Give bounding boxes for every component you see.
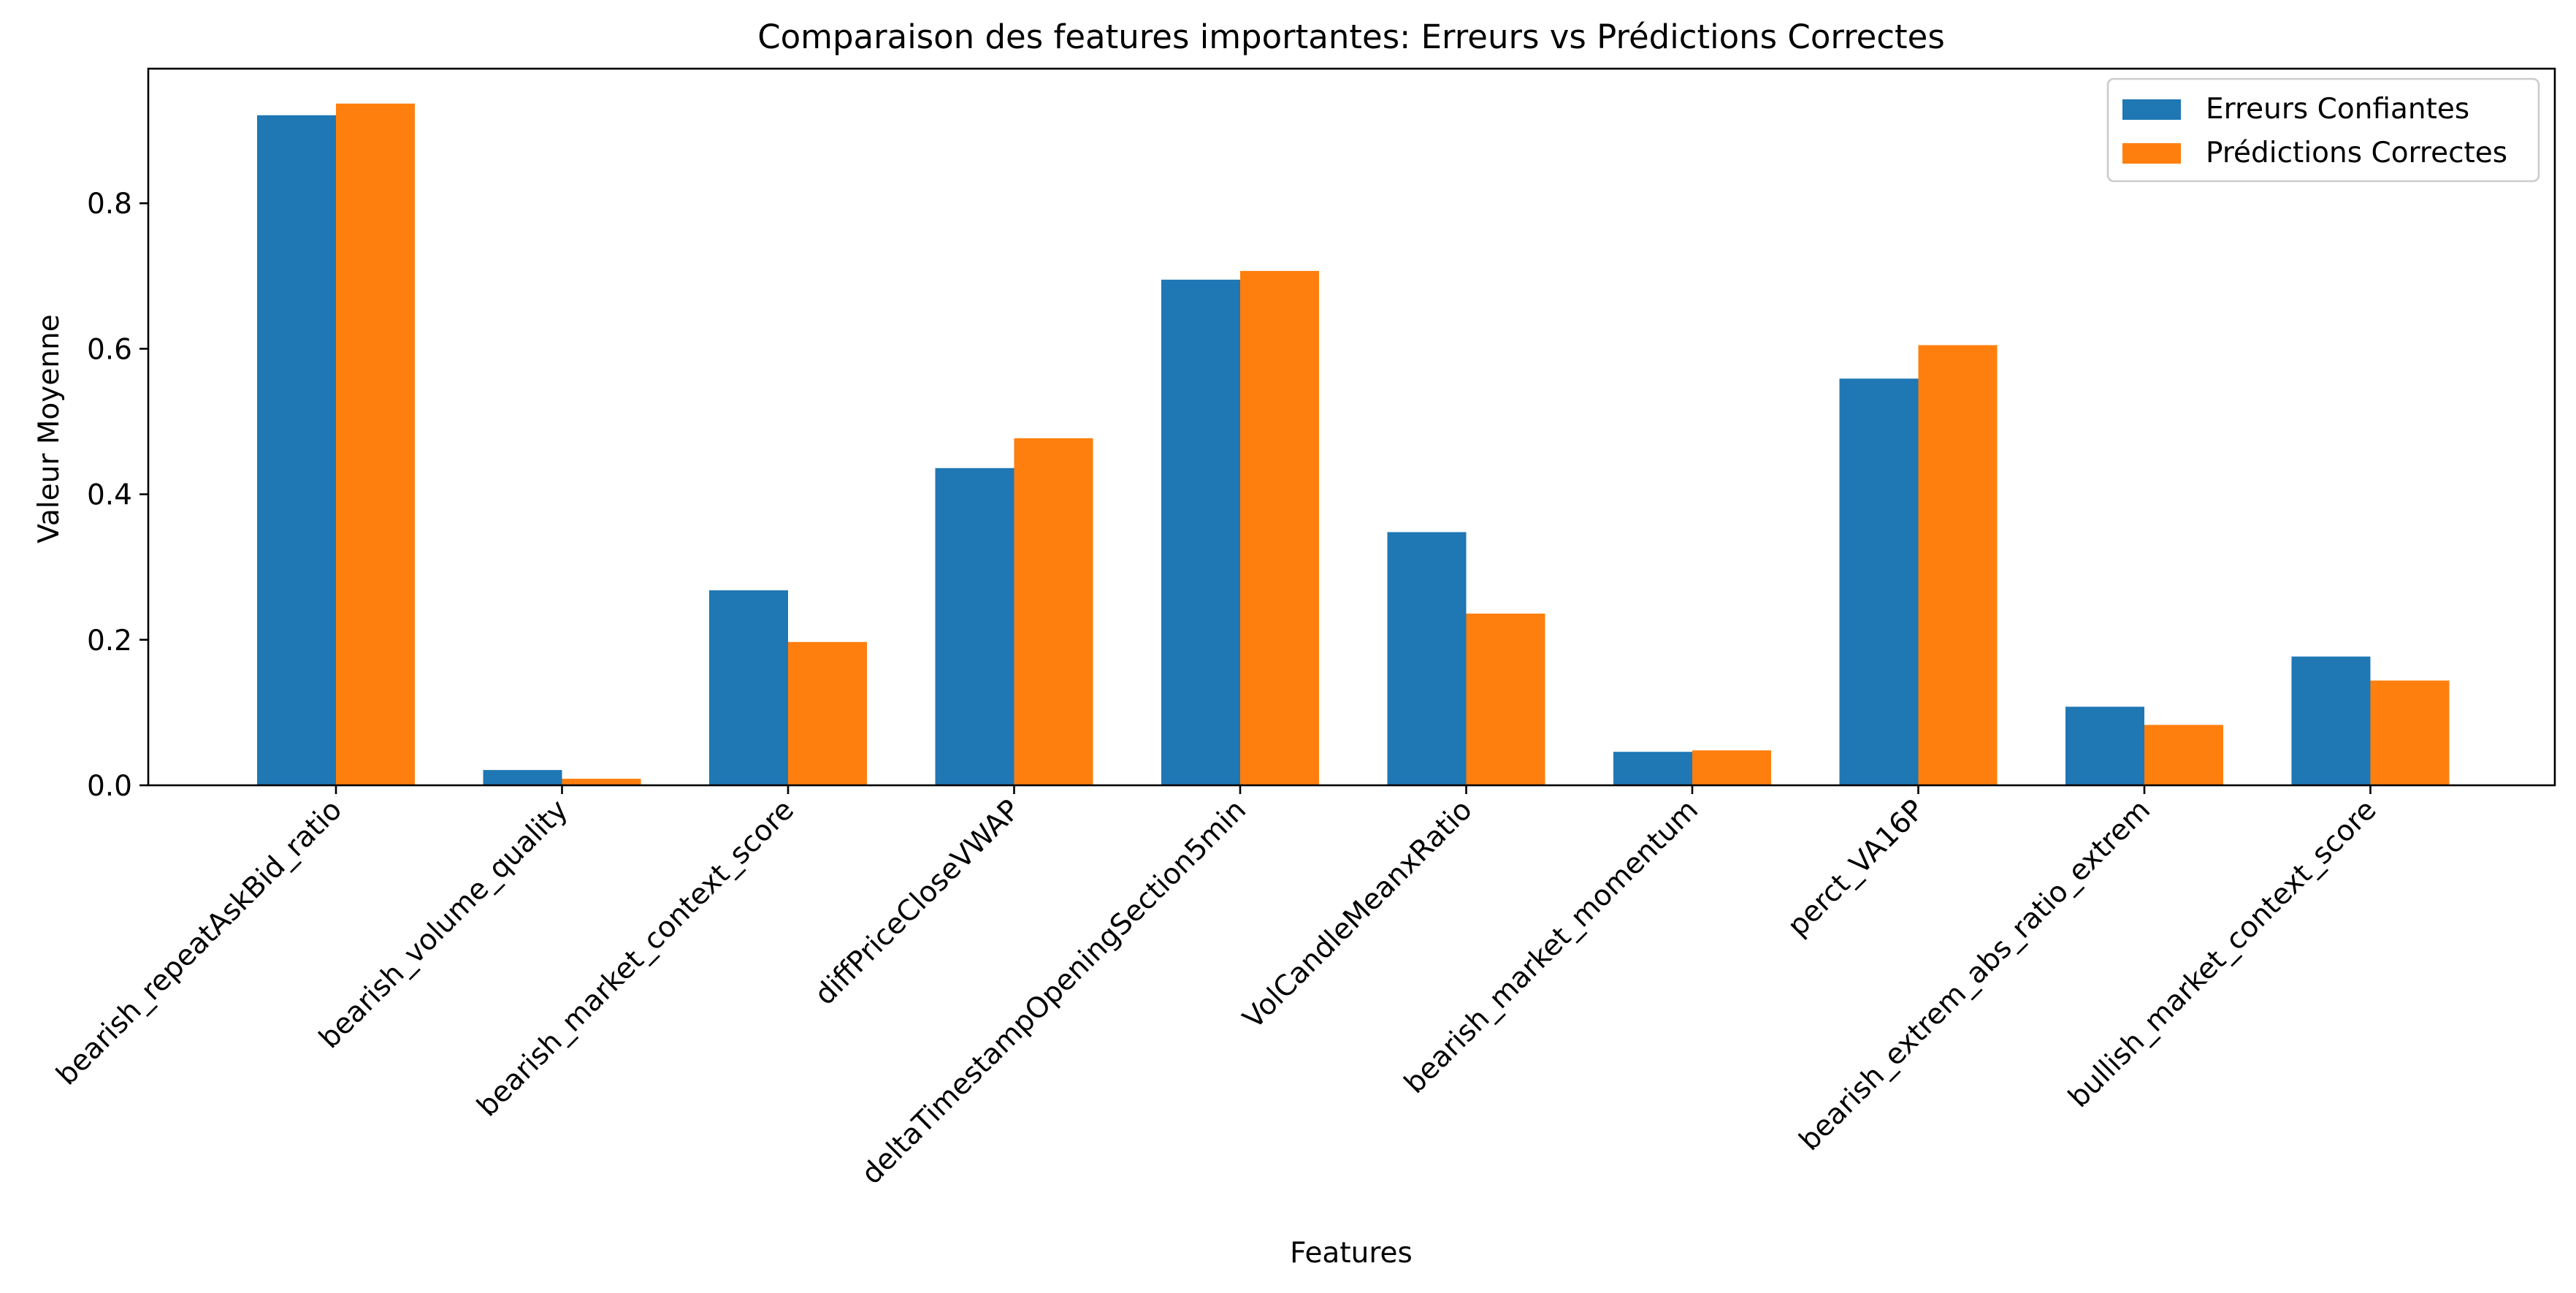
legend-label-erreurs: Erreurs Confiantes	[2206, 93, 2469, 126]
bar-erreurs-8	[2065, 706, 2144, 785]
legend-swatch-correctes	[2122, 143, 2181, 164]
x-tick-label: bearish_repeatAskBid_ratio	[50, 793, 348, 1091]
x-tick-label: VolCandleMeanxRatio	[1237, 793, 1478, 1035]
plot-frame	[147, 67, 2556, 787]
bar-erreurs-9	[2291, 656, 2371, 785]
bar-correctes-7	[1918, 345, 1998, 785]
y-tick-label: 0.0	[87, 770, 132, 803]
legend-box	[2106, 77, 2540, 183]
x-tick-label: perct_VA16P	[1781, 793, 1930, 942]
bar-correctes-9	[2370, 680, 2450, 785]
bar-erreurs-4	[1161, 279, 1240, 785]
y-tick-label: 0.4	[87, 479, 132, 512]
x-axis-label: Features	[1290, 1237, 1413, 1270]
x-tick-label: diffPriceCloseVWAP	[809, 793, 1027, 1012]
bar-erreurs-7	[1839, 378, 1919, 785]
bar-correctes-1	[562, 779, 641, 785]
bar-erreurs-1	[483, 770, 562, 785]
bar-correctes-6	[1692, 750, 1771, 785]
bars-layer	[257, 103, 2450, 786]
bar-correctes-8	[2144, 725, 2223, 785]
legend-swatch-erreurs	[2122, 99, 2181, 120]
x-tick-label: bearish_volume_quality	[313, 793, 574, 1055]
bar-correctes-2	[788, 641, 867, 785]
bar-correctes-0	[336, 103, 415, 786]
bar-correctes-3	[1014, 438, 1093, 785]
y-tick-label: 0.8	[87, 188, 132, 221]
legend: Erreurs Confiantes Prédictions Correctes	[2106, 77, 2540, 183]
bar-erreurs-0	[257, 115, 336, 785]
y-tick-label: 0.2	[87, 625, 132, 657]
y-tick-label: 0.6	[87, 333, 132, 366]
bar-correctes-4	[1240, 270, 1319, 785]
y-axis-label: Valeur Moyenne	[33, 314, 66, 543]
bar-erreurs-2	[709, 590, 788, 785]
legend-label-correctes: Prédictions Correctes	[2206, 137, 2507, 169]
bar-erreurs-5	[1387, 532, 1467, 785]
bar-erreurs-6	[1613, 752, 1692, 785]
bar-erreurs-3	[935, 468, 1014, 785]
bar-correctes-5	[1466, 613, 1545, 785]
chart-title: Comparaison des features importantes: Er…	[757, 18, 1945, 56]
x-tick-label: deltaTimestampOpeningSection5min	[855, 793, 1253, 1191]
x-tick-label: bearish_extrem_abs_ratio_extrem	[1793, 793, 2157, 1157]
